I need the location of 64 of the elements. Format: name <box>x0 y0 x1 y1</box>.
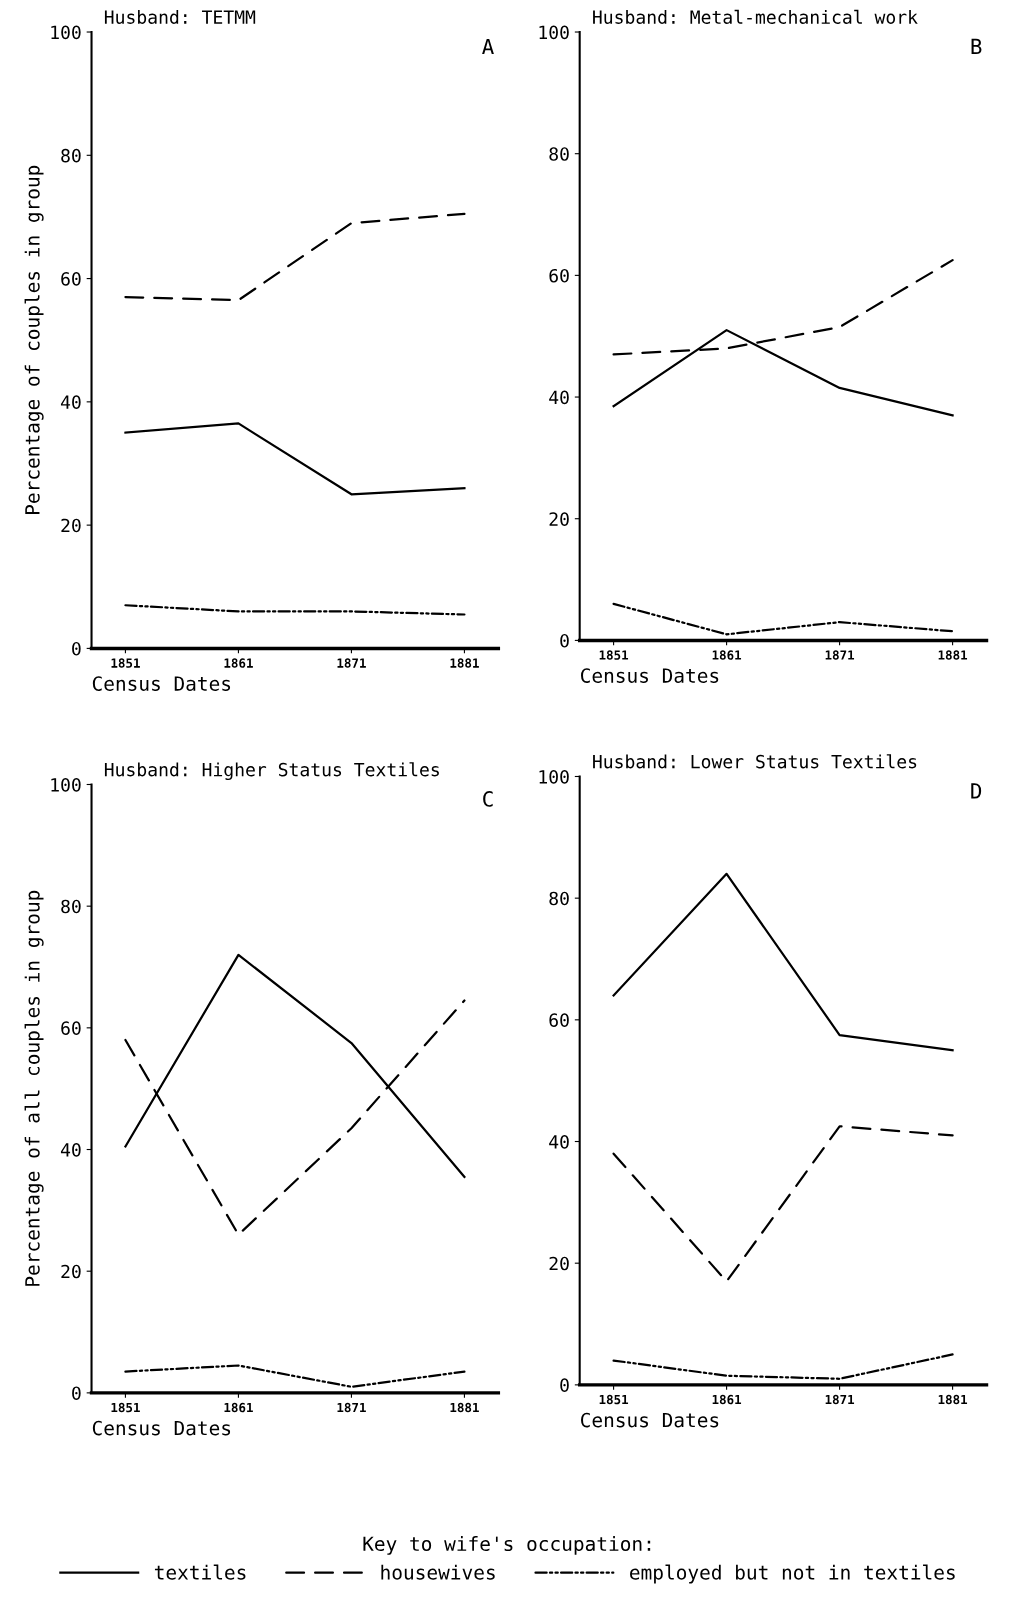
legend-label: textiles <box>154 1564 246 1580</box>
y-tick-label: 80 <box>549 891 569 906</box>
y-tick-label: 100 <box>51 778 81 792</box>
y-tick-label: 0 <box>560 1378 569 1393</box>
y-tick-label: 100 <box>539 769 569 784</box>
y-tick-label: 40 <box>549 390 569 405</box>
line-series <box>612 872 954 1052</box>
chart-title: Husband: Higher Status Textiles <box>104 762 439 781</box>
annotation: D <box>971 783 982 799</box>
x-tick-label: 1871 <box>337 658 366 668</box>
line-series <box>612 1125 954 1283</box>
y-tick-label: 60 <box>61 1021 81 1036</box>
x-tick-label: 1861 <box>712 650 742 660</box>
x-tick-label: 1871 <box>825 650 855 660</box>
y-tick-label: 80 <box>61 148 81 163</box>
y-tick-label: 0 <box>72 1386 81 1401</box>
x-tick-label: 1871 <box>337 1402 366 1413</box>
x-tick-label: 1881 <box>450 658 479 668</box>
line-series <box>612 1353 954 1380</box>
y-tick-label: 60 <box>61 272 81 286</box>
annotation: A <box>482 38 494 55</box>
x-tick-label: 1881 <box>938 650 968 660</box>
line-series <box>612 602 954 636</box>
x-tick-label: 1861 <box>712 1394 742 1405</box>
y-tick-label: 20 <box>549 512 569 526</box>
chart-title: Husband: Metal-mechanical work <box>593 9 918 24</box>
y-tick-label: 0 <box>72 641 81 656</box>
line-series <box>124 422 466 496</box>
annotation: B <box>971 38 982 55</box>
x-tick-label: 1881 <box>938 1394 968 1405</box>
legend-label: housewives <box>381 1564 495 1580</box>
y-tick-label: 20 <box>549 1256 569 1271</box>
y-tick-label: 0 <box>560 633 569 648</box>
chart-title: Husband: TETMM <box>104 9 256 24</box>
y-tick-label: 80 <box>61 899 81 914</box>
y-tick-label: 40 <box>60 1143 81 1157</box>
chart-title: Husband: Lower Status Textiles <box>593 754 917 769</box>
line-series <box>124 212 466 302</box>
y-tick-label: 60 <box>549 268 569 283</box>
x-tick-label: 1861 <box>224 1402 253 1413</box>
annotation: C <box>483 791 493 807</box>
x-axis-title: Census Dates <box>92 676 231 691</box>
y-tick-label: 100 <box>51 25 81 40</box>
x-tick-label: 1881 <box>450 1402 479 1413</box>
y-tick-label: 80 <box>549 147 569 161</box>
x-tick-label: 1861 <box>224 658 253 668</box>
y-tick-label: 20 <box>61 518 81 533</box>
x-axis-title: Census Dates <box>92 1420 231 1436</box>
legend-title: Key to wife's occupation: <box>363 1536 651 1555</box>
x-tick-label: 1851 <box>111 658 140 668</box>
x-tick-label: 1871 <box>825 1394 855 1405</box>
x-axis-title: Census Dates <box>581 668 719 683</box>
y-tick-label: 20 <box>61 1264 81 1279</box>
x-tick-label: 1851 <box>599 650 629 660</box>
y-tick-label: 100 <box>539 25 569 40</box>
legend-label: employed but not in textiles <box>630 1564 955 1584</box>
y-axis-title: Percentage of all couples in group <box>24 890 44 1286</box>
x-tick-label: 1851 <box>599 1394 629 1405</box>
x-tick-label: 1851 <box>111 1402 140 1413</box>
y-tick-label: 40 <box>549 1135 569 1149</box>
y-axis-title: Percentage of couples in group <box>24 165 44 514</box>
x-axis-title: Census Dates <box>581 1412 719 1428</box>
y-tick-label: 60 <box>549 1013 569 1027</box>
y-tick-label: 40 <box>60 395 81 410</box>
